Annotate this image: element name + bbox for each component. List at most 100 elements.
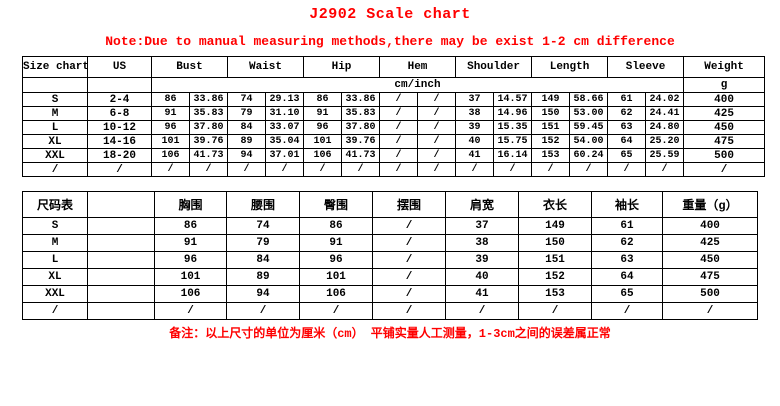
table-cell: 37	[455, 92, 495, 107]
table-cell: /	[379, 162, 419, 177]
table-cell: 89	[226, 268, 300, 286]
table-cell: 41.73	[189, 148, 228, 163]
table-cell: 39	[455, 120, 495, 135]
table-cell: 39	[445, 251, 519, 269]
table-cell: 74	[227, 92, 266, 107]
table-cell: 62	[607, 106, 647, 121]
table-cell: 86	[151, 92, 190, 107]
table-cell: 14-16	[87, 134, 152, 149]
table-cell: /	[531, 162, 571, 177]
table-cell: 61	[591, 217, 663, 235]
column-header: 尺码表	[22, 191, 88, 218]
table-cell: /	[417, 106, 457, 121]
table-cell: /	[417, 148, 457, 163]
table-cell: 450	[662, 251, 758, 269]
table-cell: /	[22, 302, 88, 320]
table-cell: /	[372, 217, 446, 235]
table-cell: 64	[607, 134, 647, 149]
table-cell: 63	[591, 251, 663, 269]
table-cell: 84	[227, 120, 266, 135]
table-cell: 37.01	[264, 148, 305, 163]
table-cell: 89	[227, 134, 266, 149]
table-cell: 106	[303, 148, 343, 163]
table-cell: L	[22, 120, 88, 135]
table-row: M 6-8 91 35.83 79 31.10 91 35.83//38 14.96 150 53.…	[22, 106, 766, 121]
column-header: 胸围	[154, 191, 227, 218]
size-chart-table-english: Size chart US Bust Waist Hip Hem Shoulder Lengt…	[22, 56, 766, 177]
table-cell: 106	[299, 285, 373, 303]
units-label-cell: cm/inch	[150, 77, 685, 93]
table-cell: /	[417, 134, 457, 149]
table-cell: /	[569, 162, 609, 177]
table-cell: 106	[151, 148, 190, 163]
table-row: XXL 106 94 106/41 153 65 500	[22, 285, 758, 303]
column-header: 臀围	[299, 191, 373, 218]
table-cell: 96	[151, 120, 190, 135]
table-cell: 60.24	[569, 148, 609, 163]
table-cell: 2-4	[87, 92, 152, 107]
table-cell: 106	[154, 285, 227, 303]
table-cell	[87, 251, 155, 269]
table-row: S 86 74 86/37 149 61 400	[22, 217, 758, 235]
table-cell: 35.83	[189, 106, 228, 121]
table-cell: /	[379, 92, 419, 107]
table-cell: 14.57	[493, 92, 533, 107]
table-cell: /	[379, 148, 419, 163]
table-cell: 18-20	[87, 148, 152, 163]
table-cell: 153	[531, 148, 571, 163]
table-cell: /	[379, 134, 419, 149]
table-cell: /	[226, 302, 300, 320]
table-cell: 38	[445, 234, 519, 252]
column-header: 肩宽	[445, 191, 519, 218]
empty-cell	[22, 77, 88, 93]
table-cell: 24.41	[645, 106, 685, 121]
table-cell: 91	[151, 106, 190, 121]
table-cell: /	[341, 162, 381, 177]
size-chart-table-chinese: 尺码表 胸围 腰围 臀围 摆围 肩宽 衣长 袖长 重量（g） S 86 74 86/37 149 61 400…	[22, 191, 758, 320]
table-cell: 74	[226, 217, 300, 235]
table-cell: /	[154, 302, 227, 320]
table-cell: 41	[445, 285, 519, 303]
table-cell: 15.75	[493, 134, 533, 149]
table-cell: S	[22, 217, 88, 235]
units-row: cm/inch g	[22, 77, 766, 93]
table-row: M 91 79 91/38 150 62 425	[22, 234, 758, 252]
table-cell: 59.45	[569, 120, 609, 135]
table-cell: 86	[303, 92, 343, 107]
table-cell: 64	[591, 268, 663, 286]
column-header: 重量（g）	[662, 191, 758, 218]
table-cell: /	[22, 162, 88, 177]
table-cell: /	[417, 162, 457, 177]
table-cell: /	[372, 268, 446, 286]
table-cell: /	[372, 251, 446, 269]
table-cell: 35.04	[264, 134, 305, 149]
table-cell: 24.80	[645, 120, 685, 135]
table-cell: M	[22, 234, 88, 252]
table-cell: 65	[607, 148, 647, 163]
table-cell: 425	[662, 234, 758, 252]
column-header: 摆围	[372, 191, 446, 218]
table-cell: /	[379, 120, 419, 135]
table-cell: 38	[455, 106, 495, 121]
table-cell: 86	[299, 217, 373, 235]
table-cell: 37.80	[341, 120, 381, 135]
table-cell: 61	[607, 92, 647, 107]
table-cell: /	[645, 162, 685, 177]
table-cell: /	[151, 162, 190, 177]
table-cell: 40	[445, 268, 519, 286]
table-cell: 400	[683, 92, 766, 107]
table-row: L 96 84 96/39 151 63 450	[22, 251, 758, 269]
table-cell: 25.20	[645, 134, 685, 149]
table-cell: 96	[303, 120, 343, 135]
column-header	[87, 191, 155, 218]
table-cell: 96	[299, 251, 373, 269]
table-cell: 10-12	[87, 120, 152, 135]
column-header: 袖长	[591, 191, 663, 218]
table-cell: 39.76	[341, 134, 381, 149]
table-cell: 58.66	[569, 92, 609, 107]
table-cell: 150	[531, 106, 571, 121]
table-cell: 101	[303, 134, 343, 149]
table-cell: 101	[299, 268, 373, 286]
table-cell: 91	[154, 234, 227, 252]
table-cell: 65	[591, 285, 663, 303]
